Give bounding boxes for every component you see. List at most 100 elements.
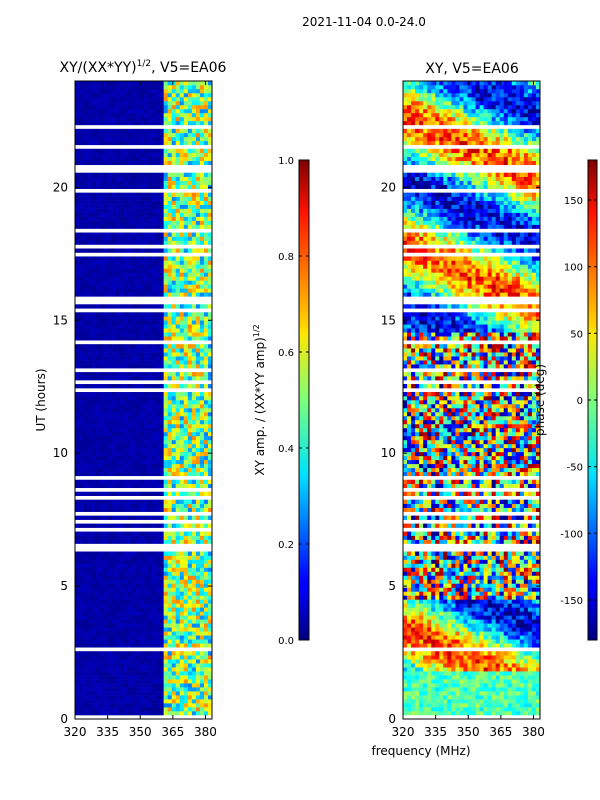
heatmap-cell [83,567,88,572]
heatmap-cell [127,407,132,413]
heatmap-cell [147,571,152,576]
heatmap-cell [195,120,201,126]
heatmap-cell [151,260,156,265]
heatmap-cell [91,192,96,197]
heatmap-amplitude [75,81,213,716]
heatmap-cell [187,304,193,309]
heatmap-cell [151,619,156,624]
heatmap-cell [103,575,108,580]
heatmap-cell [187,579,193,584]
heatmap-cell [167,344,173,349]
heatmap-cell [135,96,140,102]
heatmap-cell [179,567,185,572]
heatmap-cell [127,352,132,357]
heatmap-cell [95,81,100,86]
heatmap-cell [127,631,132,636]
heatmap-cell [119,192,124,197]
heatmap-cell [147,467,152,473]
heatmap-cell [119,491,124,496]
heatmap-cell [167,324,173,329]
heatmap-cell [199,679,205,684]
heatmap-cell [199,515,205,520]
heatmap-cell [131,707,136,712]
heatmap-cell [207,360,213,365]
heatmap-cell [191,324,197,329]
heatmap-cell [191,200,197,205]
heatmap-cell [179,499,185,504]
heatmap-cell [207,224,213,229]
heatmap-cell [103,591,108,596]
heatmap-cell [135,687,140,692]
heatmap-cell [203,403,209,409]
heatmap-cell [467,675,472,680]
heatmap-cell [159,216,165,221]
heatmap-cell [115,423,120,429]
heatmap-cell [103,100,108,106]
heatmap-cell [99,707,104,712]
heatmap-cell [155,407,161,413]
heatmap-cell [411,691,416,696]
heatmap-cell [447,703,452,708]
heatmap-cell [79,224,84,229]
y-tick-label: 0 [60,712,68,726]
heatmap-cell [179,467,185,473]
heatmap-cell [495,703,501,708]
heatmap-cell [203,396,209,401]
heatmap-cell [95,579,100,584]
heatmap-cell [155,403,161,409]
heatmap-cell [431,695,436,700]
heatmap-cell [167,571,173,576]
heatmap-cell [167,216,173,221]
heatmap-cell [139,92,144,98]
heatmap-cell [99,467,104,473]
heatmap-cell [79,447,84,453]
heatmap-cell [131,84,136,90]
heatmap-cell [123,515,128,520]
heatmap-cell [151,551,156,556]
heatmap-cell [159,503,165,508]
heatmap-cell [203,603,209,608]
heatmap-cell [159,563,165,568]
heatmap-cell [119,683,124,688]
heatmap-cell [111,232,116,237]
heatmap-cell [127,240,132,245]
heatmap-cell [163,667,169,672]
heatmap-cell [183,332,189,337]
heatmap-cell [163,240,169,245]
heatmap-cell [195,611,201,616]
heatmap-cell [147,447,152,453]
heatmap-cell [115,415,120,421]
heatmap-cell [111,316,116,321]
heatmap-cell [463,699,468,704]
heatmap-cell [135,559,140,564]
heatmap-cell [135,328,140,333]
heatmap-cell [115,104,120,110]
heatmap-cell [203,104,209,110]
heatmap-cell [167,515,173,520]
heatmap-cell [179,583,185,588]
heatmap-cell [115,160,120,166]
heatmap-cell [199,276,205,281]
heatmap-cell [111,419,116,425]
heatmap-cell [199,400,205,405]
heatmap-cell [91,639,96,644]
heatmap-cell [151,360,156,365]
heatmap-cell [187,491,193,496]
heatmap-cell [199,100,205,106]
heatmap-cell [135,396,140,401]
heatmap-cell [95,304,100,309]
heatmap-cell [107,344,112,349]
heatmap-cell [159,352,165,357]
heatmap-cell [203,128,209,134]
heatmap-cell [155,515,161,520]
heatmap-cell [135,128,140,134]
heatmap-cell [127,691,132,696]
heatmap-cell [143,483,148,489]
heatmap-cell [75,435,80,441]
heatmap-cell [207,539,213,544]
heatmap-cell [159,104,165,110]
heatmap-cell [99,312,104,317]
heatmap-cell [155,627,161,632]
heatmap-cell [183,312,189,317]
heatmap-cell [179,360,185,365]
